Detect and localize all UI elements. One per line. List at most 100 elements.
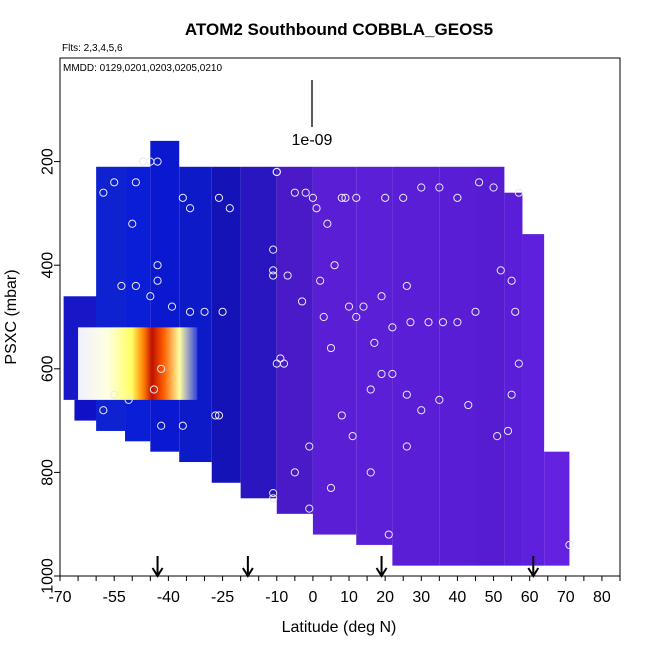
observation-point [290,188,299,197]
observation-point [308,193,318,202]
chart-subtitle-flights: Flts: 2,3,4,5,6 [62,43,123,54]
observation-point [167,302,177,311]
observation-point [146,292,155,301]
observation-point [435,395,444,404]
observation-point [417,183,426,192]
heatmap-cell [240,166,277,499]
observation-point [124,395,133,404]
x-tick-label: -40 [157,589,180,606]
heatmap-cell [125,166,151,442]
observation-point [301,188,310,197]
heatmap-cell [392,166,440,566]
heatmap-cell [150,140,180,452]
observation-point [110,390,119,399]
heatmap-cell [312,166,357,535]
observation-point [384,530,393,539]
observation-point [99,406,108,415]
observation-point [272,167,281,177]
observation-point [453,318,462,327]
observation-point [153,157,162,166]
observation-points [99,157,574,550]
y-tick-label: 400 [40,252,57,279]
observation-point [323,219,332,228]
observation-point [359,302,368,311]
observation-point [507,390,516,399]
observation-point [464,400,473,410]
observation-point [377,369,386,379]
observation-point [214,193,224,202]
observation-point [185,204,195,213]
observation-point [399,193,408,202]
observation-point [117,281,126,291]
observation-point [438,318,448,327]
x-tick-label: 30 [412,589,430,606]
heatmap-cell [276,166,313,514]
plot-frame [59,57,621,577]
observation-point [326,343,336,353]
observation-point [388,323,397,332]
heatmap-cell [211,166,241,483]
observation-point [341,193,350,202]
observation-point [110,178,119,187]
observation-point [381,193,390,202]
observation-point [565,540,574,550]
observation-point [402,390,411,399]
observation-point [493,432,502,441]
observation-point [283,271,292,280]
observation-point [131,178,140,187]
observation-point [269,494,278,503]
flight-arrow [527,556,540,578]
observation-point [366,385,375,394]
x-tick-label: 50 [485,589,503,606]
heatmap-cell [504,192,523,566]
x-tick-label: 70 [557,589,575,606]
observation-point [352,193,361,202]
flight-arrow [375,556,388,578]
observation-point [153,276,162,285]
observation-point [305,442,314,451]
observation-point [474,178,484,187]
observation-point [99,188,108,197]
observation-point [157,421,166,430]
observation-point [507,276,516,285]
observation-point [514,188,523,197]
x-tick-label: 10 [340,589,358,606]
y-tick-label: 600 [40,355,57,382]
x-tick-label: -10 [265,589,288,606]
observation-point [131,281,140,291]
observation-point [138,157,148,166]
observation-point [214,411,224,420]
observation-point [312,204,321,213]
observation-point [377,292,386,301]
observation-point [279,359,289,368]
flight-arrow [151,556,164,578]
observation-point [178,193,187,202]
heatmap-cell [522,234,545,566]
x-axis-label: Latitude (deg N) [282,619,397,636]
heatmap-cell [179,166,212,463]
observation-point [453,193,462,202]
observation-point [149,385,159,394]
observation-point [319,312,328,322]
observation-point [402,442,411,451]
observation-point [337,193,346,202]
observation-point [511,307,520,316]
observation-point [406,318,415,327]
observation-point [435,183,444,192]
observation-point [200,307,209,316]
observation-point [366,468,375,477]
observation-point [402,281,411,291]
observation-point [269,245,278,254]
heatmap-cell [439,166,476,566]
observation-point [178,421,187,430]
observation-point [157,364,166,373]
heatmap-hotspot [78,327,198,400]
y-tick-label: 200 [40,148,57,175]
observation-point [514,359,523,368]
x-tick-label: 0 [308,589,317,606]
y-tick-label: 800 [40,459,57,486]
flight-arrows [151,556,540,578]
observation-point [352,312,361,322]
observation-point [269,489,278,498]
